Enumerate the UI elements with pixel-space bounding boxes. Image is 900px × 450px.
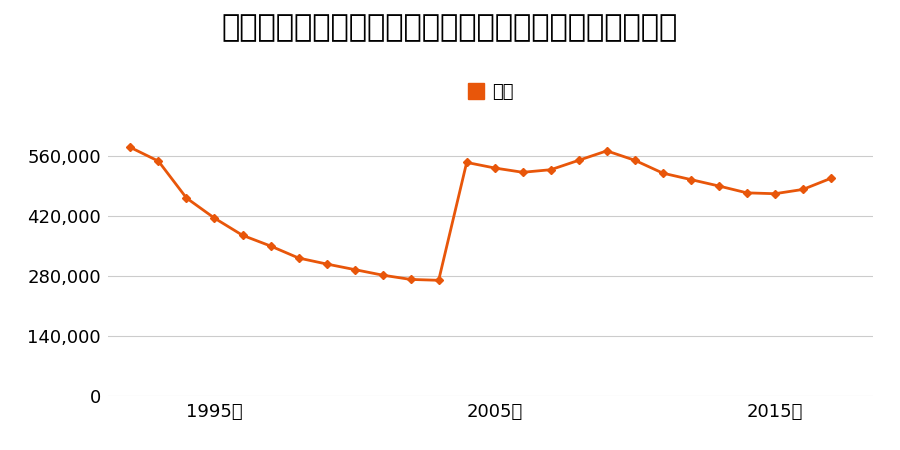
Text: 埼玉県浦和市大字大間木字宮前１３７９番１の地価推移: 埼玉県浦和市大字大間木字宮前１３７９番１の地価推移 — [222, 14, 678, 42]
Legend: 価格: 価格 — [460, 76, 521, 108]
